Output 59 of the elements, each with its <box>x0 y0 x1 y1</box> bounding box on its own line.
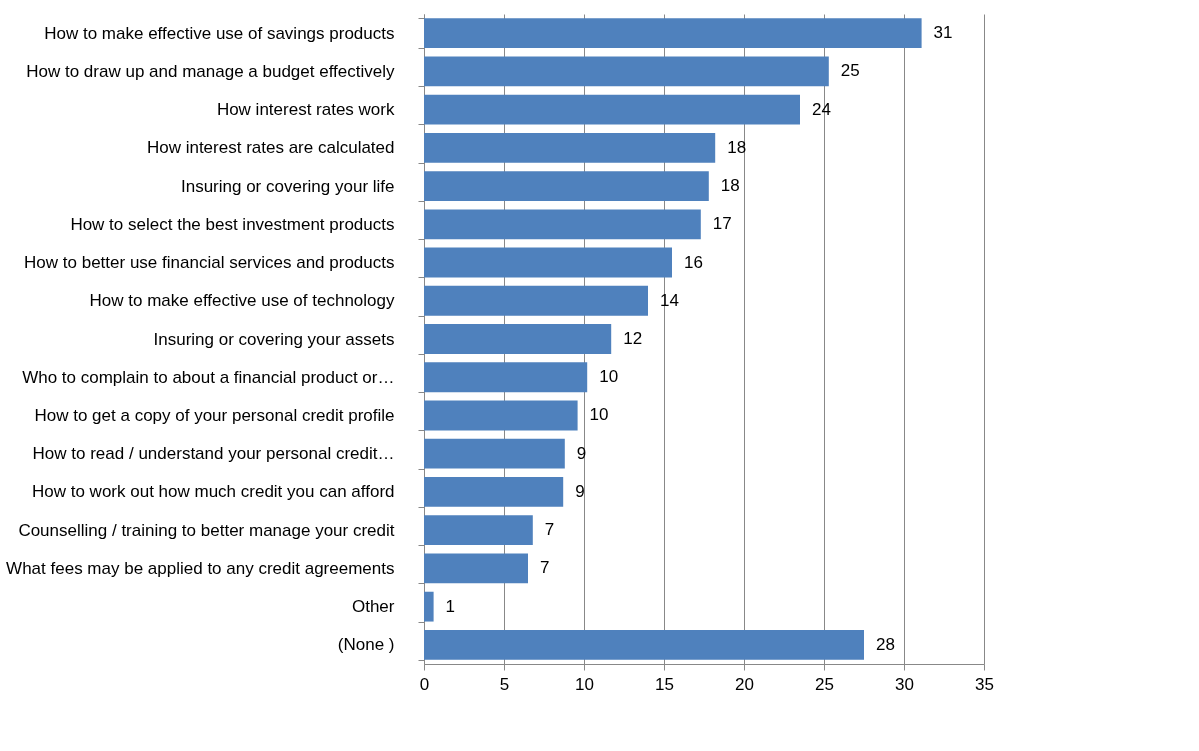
y-tick-label: Other <box>351 597 395 617</box>
bar <box>424 438 565 469</box>
y-tick-label: Who to complain to about a financial product or… <box>22 367 395 387</box>
y-tick-label: How to make effective use of technology <box>89 291 395 311</box>
data-label: 9 <box>575 481 585 501</box>
y-tick-label: How to work out how much credit you can afford <box>31 482 395 502</box>
y-tick-label: Insuring or covering your assets <box>153 329 395 349</box>
bar <box>424 515 533 546</box>
y-tick-label: How interest rates work <box>216 100 395 120</box>
bar <box>424 324 612 354</box>
data-label: 16 <box>684 252 703 272</box>
y-tick-label: What fees may be applied to any credit agreements <box>6 558 395 578</box>
bar <box>424 247 672 278</box>
x-tick-label: 25 <box>815 674 834 694</box>
x-tick-label: 30 <box>895 674 914 694</box>
bar <box>424 553 528 584</box>
y-tick-label: How interest rates are calculated <box>146 138 395 158</box>
x-tick-label: 35 <box>975 674 994 694</box>
data-label: 28 <box>876 634 895 654</box>
data-label: 18 <box>727 137 747 157</box>
bar <box>424 132 716 163</box>
data-label: 18 <box>720 176 740 196</box>
data-label: 7 <box>540 558 550 578</box>
y-tick-label: How to make effective use of savings products <box>44 23 395 43</box>
y-tick-label: Insuring or covering your life <box>180 176 395 196</box>
data-label: 12 <box>623 329 643 348</box>
bar <box>424 629 864 660</box>
x-tick-label: 5 <box>499 674 510 694</box>
bar <box>424 285 648 316</box>
data-label: 9 <box>576 443 587 463</box>
data-label: 31 <box>933 23 953 43</box>
bar <box>424 18 922 49</box>
data-label: 24 <box>812 99 831 119</box>
bar <box>424 171 709 201</box>
x-tick-label: 15 <box>655 674 674 694</box>
data-label: 7 <box>544 520 555 540</box>
data-label: 17 <box>712 214 732 234</box>
bar <box>424 94 800 125</box>
bar <box>424 591 434 622</box>
y-tick-label: How to get a copy of your personal credit profile <box>34 405 395 425</box>
bar <box>424 477 564 507</box>
bar <box>424 209 701 240</box>
y-tick-label: (None ) <box>337 635 395 655</box>
bar <box>424 362 588 393</box>
data-label: 10 <box>589 405 609 425</box>
data-label: 1 <box>445 596 456 616</box>
x-tick-label: 0 <box>419 674 430 694</box>
y-tick-label: How to select the best investment products <box>70 214 395 234</box>
x-tick-label: 10 <box>575 674 594 694</box>
y-tick-label: How to read / understand your personal credit… <box>32 444 395 464</box>
bar <box>424 56 829 87</box>
data-label: 14 <box>660 290 679 310</box>
y-tick-label: Counselling / training to better manage your credit <box>18 520 395 540</box>
x-tick-label: 20 <box>735 674 754 694</box>
data-label: 25 <box>840 61 860 81</box>
y-tick-label: How to draw up and manage a budget effectively <box>26 61 395 81</box>
y-tick-label: How to better use financial services and products <box>24 253 395 273</box>
data-label: 10 <box>599 367 619 387</box>
bar <box>424 400 578 431</box>
